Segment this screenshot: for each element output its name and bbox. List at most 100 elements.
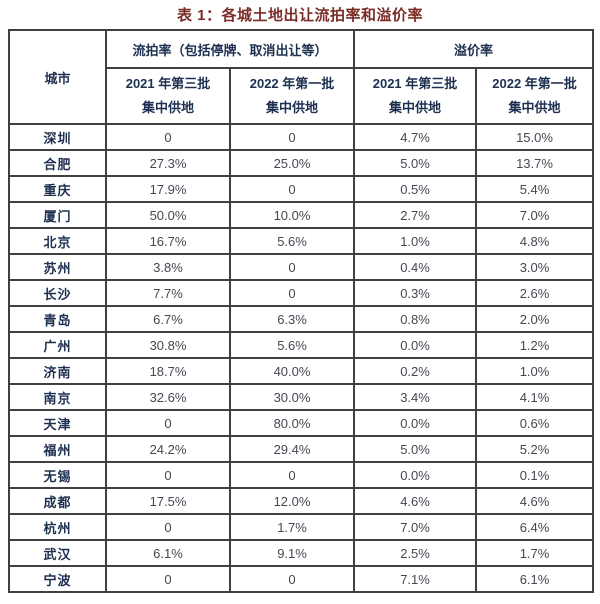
city-cell: 南京 xyxy=(8,383,107,411)
value-cell: 1.0% xyxy=(475,357,595,385)
value-cell: 0.5% xyxy=(353,175,478,203)
value-cell: 2.6% xyxy=(475,279,595,307)
city-cell: 宁波 xyxy=(8,565,107,593)
city-cell: 成都 xyxy=(8,487,107,515)
value-cell: 0 xyxy=(228,461,356,489)
table-row: 武汉 6.1% 9.1% 2.5% 1.7% xyxy=(8,539,595,567)
value-cell: 16.7% xyxy=(105,227,231,255)
value-cell: 0.4% xyxy=(353,253,478,281)
value-cell: 2.7% xyxy=(353,201,478,229)
table-row: 深圳 0 0 4.7% 15.0% xyxy=(8,123,595,151)
table-header: 城市 流拍率（包括停牌、取消出让等） 溢价率 2021 年第三批 集中供地 20… xyxy=(8,29,595,125)
city-cell: 厦门 xyxy=(8,201,107,229)
city-cell: 广州 xyxy=(8,331,107,359)
value-cell: 0 xyxy=(105,123,231,151)
value-cell: 4.1% xyxy=(475,383,595,411)
header-group-row: 城市 流拍率（包括停牌、取消出让等） 溢价率 xyxy=(8,29,595,125)
sub-header-line1: 2021 年第三批 xyxy=(372,76,458,91)
value-cell: 30.8% xyxy=(105,331,231,359)
value-cell: 1.2% xyxy=(475,331,595,359)
value-cell: 0 xyxy=(105,461,231,489)
table-row: 北京 16.7% 5.6% 1.0% 4.8% xyxy=(8,227,595,255)
value-cell: 40.0% xyxy=(228,357,356,385)
sub-header-line1: 2022 年第一批 xyxy=(249,76,335,91)
city-cell: 合肥 xyxy=(8,149,107,177)
sub-header-line2: 集中供地 xyxy=(508,100,561,115)
table-row: 长沙 7.7% 0 0.3% 2.6% xyxy=(8,279,595,307)
value-cell: 0 xyxy=(105,565,231,593)
value-cell: 7.0% xyxy=(475,201,595,229)
value-cell: 15.0% xyxy=(475,123,595,151)
value-cell: 7.0% xyxy=(353,513,478,541)
value-cell: 17.5% xyxy=(105,487,231,515)
value-cell: 5.6% xyxy=(228,227,356,255)
value-cell: 2.5% xyxy=(353,539,478,567)
table-row: 合肥 27.3% 25.0% 5.0% 13.7% xyxy=(8,149,595,177)
table-row: 厦门 50.0% 10.0% 2.7% 7.0% xyxy=(8,201,595,229)
table-body: 深圳 0 0 4.7% 15.0% 合肥 27.3% 25.0% 5.0% 13… xyxy=(8,123,595,593)
value-cell: 17.9% xyxy=(105,175,231,203)
value-cell: 6.1% xyxy=(105,539,231,567)
value-cell: 0.0% xyxy=(353,331,478,359)
table-row: 杭州 0 1.7% 7.0% 6.4% xyxy=(8,513,595,541)
header-sub-row: 2021 年第三批 集中供地 2022 年第一批 集中供地 2021 年第三批 … xyxy=(9,67,595,125)
value-cell: 1.7% xyxy=(228,513,356,541)
value-cell: 7.1% xyxy=(353,565,478,593)
city-cell: 无锡 xyxy=(8,461,107,489)
corner-header-city: 城市 xyxy=(8,29,107,125)
table-row: 济南 18.7% 40.0% 0.2% 1.0% xyxy=(8,357,595,385)
value-cell: 2.0% xyxy=(475,305,595,333)
city-cell: 长沙 xyxy=(8,279,107,307)
table-row: 重庆 17.9% 0 0.5% 5.4% xyxy=(8,175,595,203)
value-cell: 27.3% xyxy=(105,149,231,177)
sub-header-line2: 集中供地 xyxy=(266,100,319,115)
value-cell: 0 xyxy=(228,175,356,203)
sub-header-line2: 集中供地 xyxy=(141,100,194,115)
value-cell: 80.0% xyxy=(228,409,356,437)
value-cell: 0 xyxy=(228,123,356,151)
value-cell: 0 xyxy=(228,279,356,307)
group-header-failure-rate: 流拍率（包括停牌、取消出让等） xyxy=(104,29,356,69)
value-cell: 0 xyxy=(228,565,356,593)
value-cell: 6.1% xyxy=(475,565,595,593)
city-cell: 杭州 xyxy=(8,513,107,541)
table-row: 宁波 0 0 7.1% 6.1% xyxy=(8,565,595,593)
sub-header-line1: 2021 年第三批 xyxy=(125,76,211,91)
value-cell: 1.0% xyxy=(353,227,478,255)
sub-header-2022-batch1-premium: 2022 年第一批 集中供地 xyxy=(475,67,595,125)
value-cell: 5.4% xyxy=(475,175,595,203)
value-cell: 4.7% xyxy=(353,123,478,151)
table-row: 成都 17.5% 12.0% 4.6% 4.6% xyxy=(8,487,595,515)
sub-header-2021-batch3-premium: 2021 年第三批 集中供地 xyxy=(353,67,478,125)
value-cell: 0 xyxy=(105,513,231,541)
table-row: 南京 32.6% 30.0% 3.4% 4.1% xyxy=(8,383,595,411)
value-cell: 6.7% xyxy=(105,305,231,333)
sub-header-2021-batch3-failure: 2021 年第三批 集中供地 xyxy=(105,67,231,125)
value-cell: 24.2% xyxy=(105,435,231,463)
sub-header-2022-batch1-failure: 2022 年第一批 集中供地 xyxy=(228,67,356,125)
value-cell: 50.0% xyxy=(105,201,231,229)
value-cell: 0 xyxy=(105,409,231,437)
data-table: 城市 流拍率（包括停牌、取消出让等） 溢价率 2021 年第三批 集中供地 20… xyxy=(8,29,595,593)
value-cell: 3.0% xyxy=(475,253,595,281)
value-cell: 3.8% xyxy=(105,253,231,281)
value-cell: 0.0% xyxy=(353,409,478,437)
city-cell: 重庆 xyxy=(8,175,107,203)
value-cell: 5.0% xyxy=(353,149,478,177)
value-cell: 6.3% xyxy=(228,305,356,333)
city-cell: 青岛 xyxy=(8,305,107,333)
city-cell: 深圳 xyxy=(8,123,107,151)
value-cell: 5.2% xyxy=(475,435,595,463)
city-cell: 武汉 xyxy=(8,539,107,567)
value-cell: 4.8% xyxy=(475,227,595,255)
value-cell: 9.1% xyxy=(228,539,356,567)
table-title: 表 1：各城土地出让流拍率和溢价率 xyxy=(176,7,423,24)
value-cell: 0.3% xyxy=(353,279,478,307)
table-row: 天津 0 80.0% 0.0% 0.6% xyxy=(8,409,595,437)
value-cell: 0.1% xyxy=(475,461,595,489)
table-row: 青岛 6.7% 6.3% 0.8% 2.0% xyxy=(8,305,595,333)
value-cell: 0.2% xyxy=(353,357,478,385)
value-cell: 4.6% xyxy=(475,487,595,515)
value-cell: 32.6% xyxy=(105,383,231,411)
